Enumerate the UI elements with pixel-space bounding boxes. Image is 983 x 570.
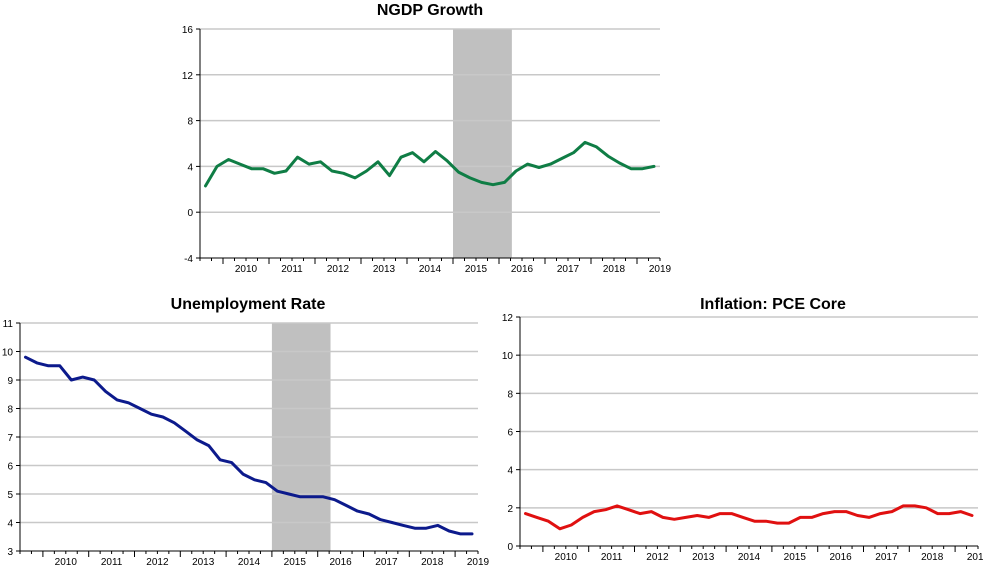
x-tick-label: 2015 <box>465 264 488 275</box>
chart-title: NGDP Growth <box>377 2 483 19</box>
y-tick-label: 3 <box>7 547 13 558</box>
x-tick-label: 2014 <box>738 552 761 563</box>
y-tick-label: 8 <box>187 117 193 128</box>
x-tick-label: 2013 <box>373 264 396 275</box>
series-line <box>204 140 656 188</box>
y-tick-label: 0 <box>187 208 193 219</box>
x-tick-label: 2013 <box>192 557 215 568</box>
x-tick-label: 2014 <box>419 264 442 275</box>
y-tick-label: 12 <box>502 313 514 324</box>
series-line <box>524 504 974 531</box>
y-tick-label: 4 <box>507 466 513 477</box>
x-tick-label: 2016 <box>329 557 352 568</box>
x-tick-label: 2010 <box>555 552 578 563</box>
x-tick-label: 2018 <box>921 552 944 563</box>
x-tick-label: 2016 <box>511 264 534 275</box>
y-tick-label: 5 <box>7 490 13 501</box>
y-tick-label: 16 <box>182 25 194 36</box>
chart-title: Unemployment Rate <box>171 296 326 313</box>
recession-shading <box>453 29 512 258</box>
y-tick-label: 4 <box>7 519 13 530</box>
y-tick-label: -4 <box>184 254 193 265</box>
y-tick-label: 4 <box>187 162 193 173</box>
series-line <box>24 355 474 536</box>
y-tick-label: 0 <box>507 542 513 553</box>
x-tick-label: 2017 <box>557 264 580 275</box>
y-tick-label: 6 <box>7 462 13 473</box>
x-tick-label: 2011 <box>281 264 303 275</box>
y-tick-label: 9 <box>7 376 13 387</box>
x-tick-label: 2012 <box>646 552 669 563</box>
x-tick-label: 2011 <box>601 552 623 563</box>
y-tick-label: 2 <box>507 504 513 515</box>
y-tick-label: 8 <box>7 405 13 416</box>
x-tick-label: 2015 <box>784 552 807 563</box>
x-tick-label: 2013 <box>692 552 715 563</box>
y-tick-label: 8 <box>507 389 513 400</box>
ngdp-growth-chart: NGDP Growth -4 0 4 8 12 16 2010 2011 2012 2013 201… <box>182 2 672 275</box>
x-tick-label: 2017 <box>875 552 898 563</box>
x-tick-label: 2012 <box>146 557 169 568</box>
x-tick-label: 2010 <box>55 557 78 568</box>
x-tick-label: 2010 <box>235 264 258 275</box>
x-tick-label: 2018 <box>421 557 444 568</box>
y-tick-label: 10 <box>502 351 514 362</box>
x-tick-label: 2019 <box>967 552 983 563</box>
x-tick-label: 2018 <box>603 264 626 275</box>
x-tick-label: 2011 <box>101 557 123 568</box>
y-tick-label: 11 <box>3 319 14 330</box>
chart-title: Inflation: PCE Core <box>700 296 846 313</box>
x-tick-label: 2016 <box>829 552 852 563</box>
inflation-pce-core-chart: Inflation: PCE Core 0 2 4 6 8 10 12 2010 2011 201… <box>502 296 983 563</box>
x-tick-label: 2017 <box>375 557 398 568</box>
y-tick-label: 12 <box>182 71 194 82</box>
x-tick-label: 2019 <box>467 557 490 568</box>
y-tick-label: 10 <box>2 348 14 359</box>
x-tick-label: 2012 <box>327 264 350 275</box>
y-tick-label: 6 <box>507 428 513 439</box>
y-tick-label: 7 <box>7 433 13 444</box>
x-tick-label: 2015 <box>284 557 307 568</box>
x-tick-label: 2019 <box>649 264 672 275</box>
unemployment-rate-chart: Unemployment Rate 3 4 5 6 7 8 9 10 11 2010 2011 201… <box>2 296 490 568</box>
x-tick-label: 2014 <box>238 557 261 568</box>
